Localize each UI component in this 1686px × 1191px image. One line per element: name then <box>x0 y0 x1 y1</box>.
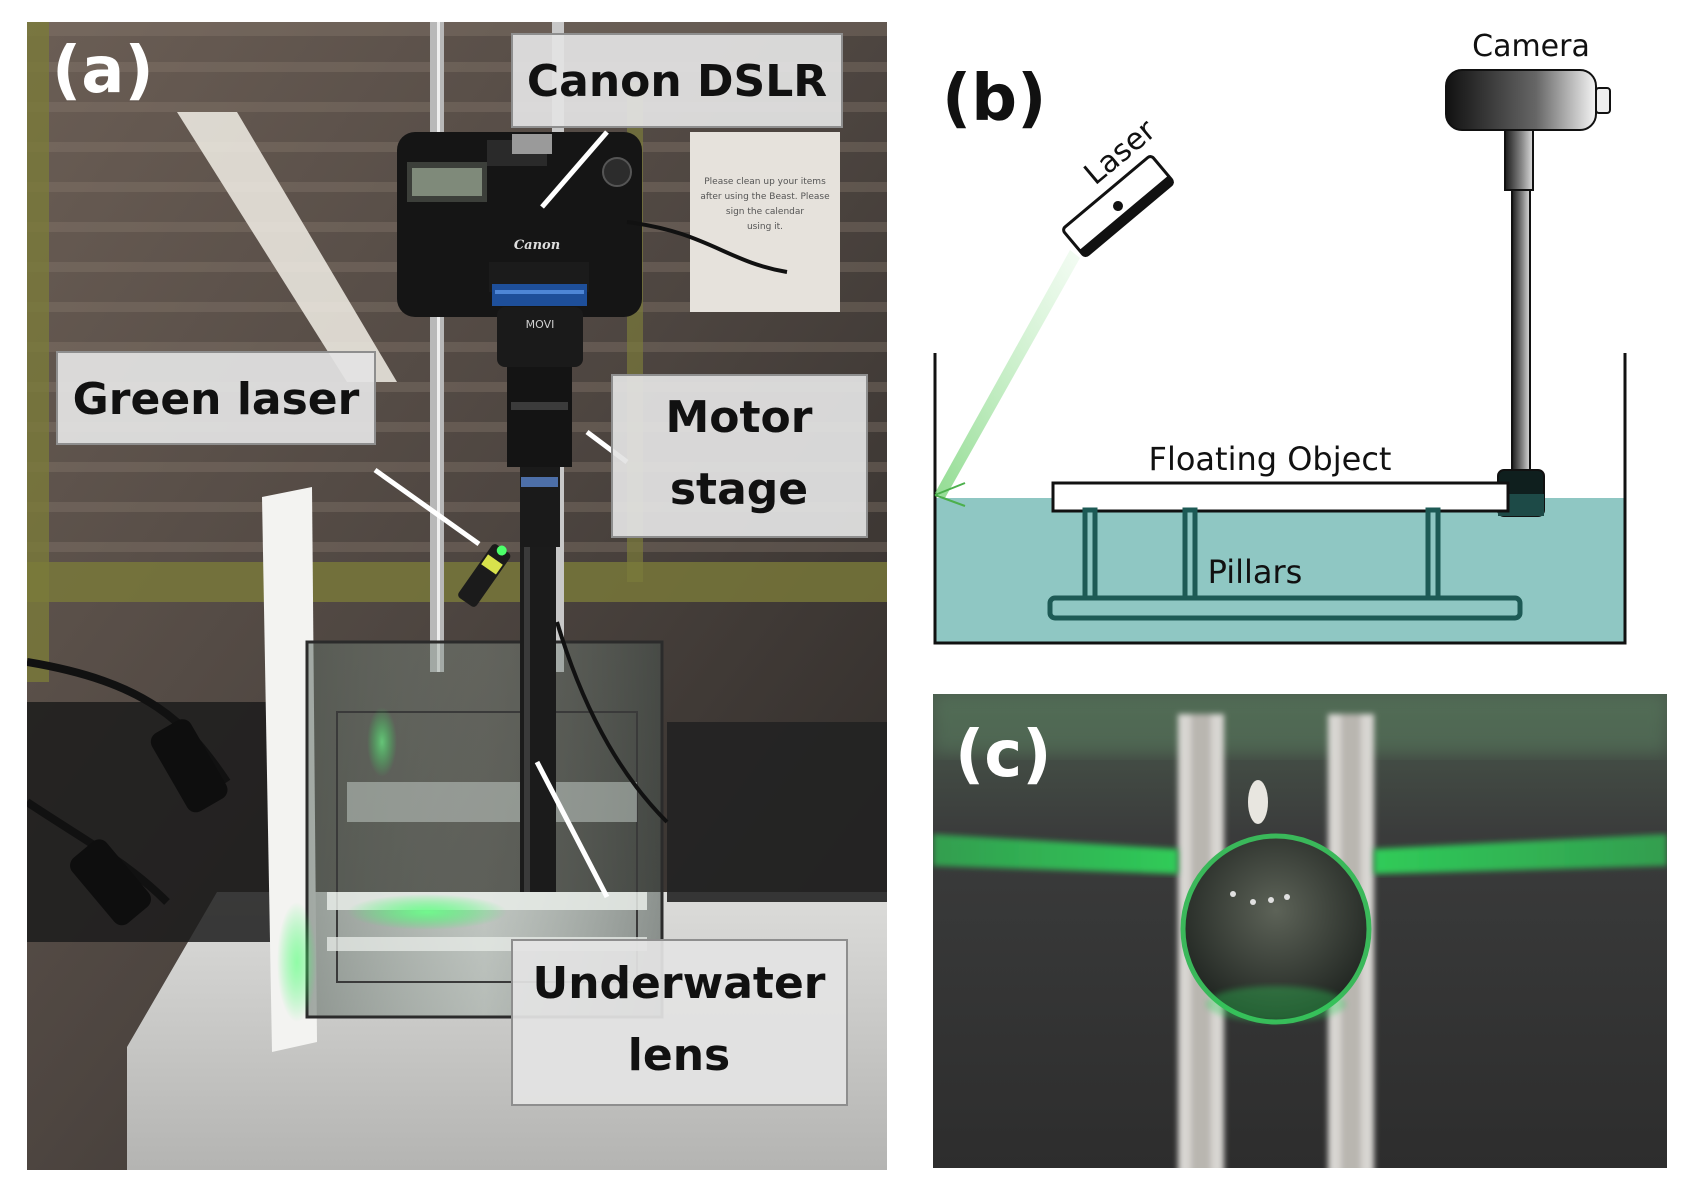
notice-line: sign the calendar <box>726 207 805 217</box>
panel-b-schematic: Laser Camera Floating Object Pillars (b) <box>930 18 1672 658</box>
pointer-lens <box>534 760 610 899</box>
schematic-diagram: Laser Camera Floating Object Pillars (b) <box>933 29 1627 645</box>
camera-brand-text: Canon <box>514 238 560 253</box>
panel-c-closeup-photo: (c) <box>933 694 1667 1168</box>
callout-lens-text-1: Underwater <box>532 958 825 1009</box>
callout-laser-text: Green laser <box>73 374 360 425</box>
callout-green-laser: Green laser <box>56 351 376 445</box>
callout-lens-text-2: lens <box>628 1030 730 1081</box>
green-laser-module <box>458 544 511 607</box>
laser-line-left <box>933 834 1178 874</box>
panel-label-b: (b) <box>942 62 1046 136</box>
camera-device <box>1445 69 1611 517</box>
callout-motor-stage: Motor <box>611 374 868 538</box>
closeup-photo: (c) <box>933 694 1667 1168</box>
floating-object-label: Floating Object <box>1149 440 1392 478</box>
panel-label-c: (c) <box>955 718 1051 792</box>
notice-line: using it. <box>747 222 783 232</box>
pillars-label: Pillars <box>1208 553 1303 591</box>
lens-brand-text: MOVI <box>526 318 555 331</box>
callout-underwater-lens: Underwater <box>511 939 848 1106</box>
pointer-laser <box>373 467 481 547</box>
floating-sphere <box>1180 780 1372 1025</box>
pointer-canon <box>540 130 609 209</box>
callout-canon-text: Canon DSLR <box>527 56 827 107</box>
tank-walls <box>933 353 1627 645</box>
ceiling-light <box>177 112 397 382</box>
panel-a-photo: Please clean up your items after using t… <box>27 22 887 1170</box>
panel-label-a: (a) <box>52 34 154 108</box>
window-frame <box>27 22 49 682</box>
laser-device <box>1062 155 1175 258</box>
setup-photo: Please clean up your items after using t… <box>27 22 887 1170</box>
callout-motor-text-1: Motor <box>666 392 813 443</box>
laser-beam <box>935 250 1080 498</box>
pillar-base <box>1047 595 1523 621</box>
callout-motor-text-2: stage <box>670 464 808 515</box>
callout-canon-dslr: Canon DSLR <box>511 33 843 128</box>
notice-line: Please clean up your items <box>704 177 826 187</box>
dslr-camera: Canon MOVI <box>397 132 642 892</box>
laser-line-right <box>1374 834 1667 874</box>
camera-label: Camera <box>1472 29 1590 64</box>
notice-paper: Please clean up your items after using t… <box>690 132 840 312</box>
notice-line: after using the Beast. Please <box>700 192 830 202</box>
floating-object <box>1051 481 1510 513</box>
